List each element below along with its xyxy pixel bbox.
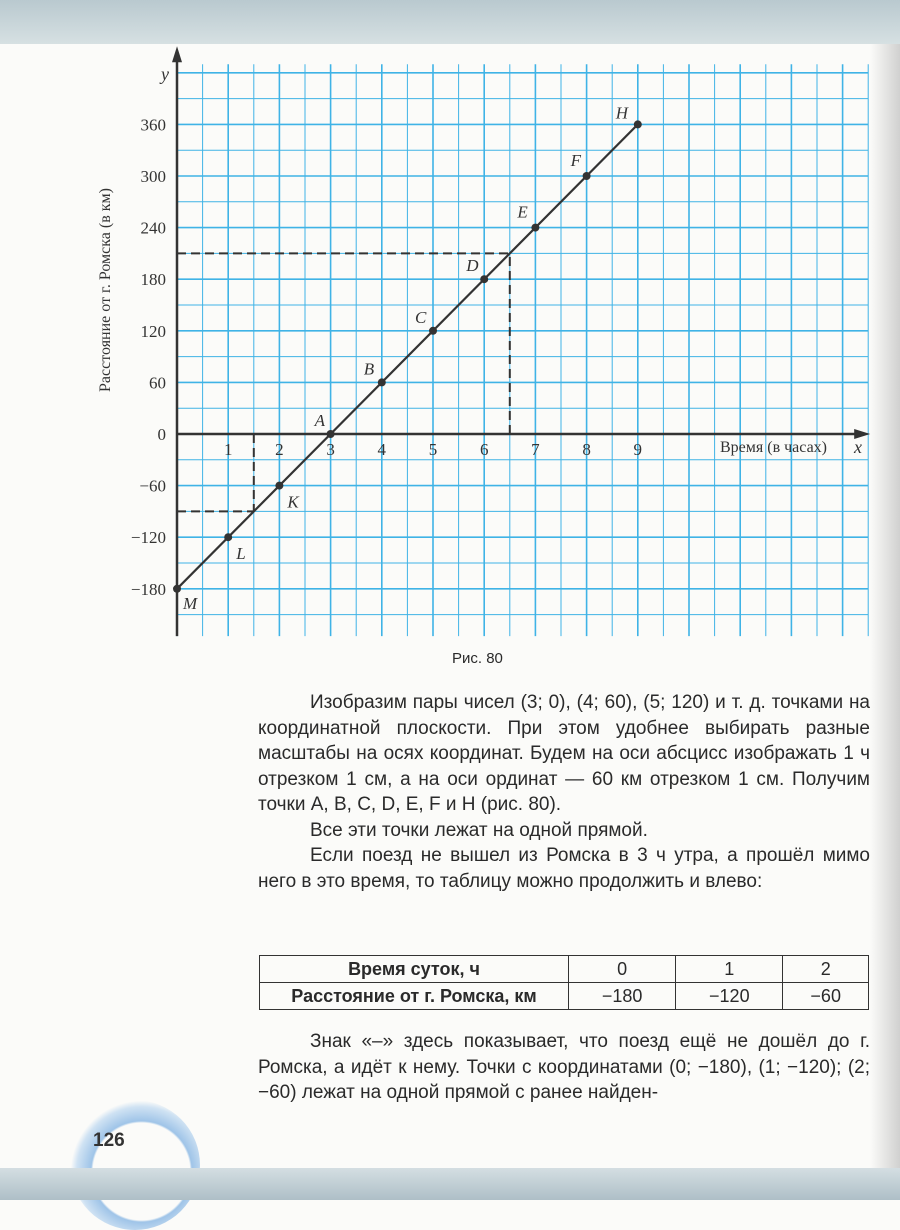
page-number: 126: [93, 1130, 125, 1151]
y-tick-label: −60: [139, 477, 166, 496]
paragraph: Изобразим пары чисел (3; 0), (4; 60), (5…: [258, 692, 870, 815]
point-label: D: [465, 256, 479, 275]
x-tick-label: 8: [582, 440, 591, 459]
x-tick-label: 5: [429, 440, 438, 459]
point-label: A: [314, 411, 326, 430]
graph-line: [176, 123, 639, 590]
page-bottom-band: [0, 1168, 900, 1200]
y-tick-label: 120: [141, 322, 167, 341]
point-label: E: [516, 203, 528, 222]
x-tick-label: 3: [326, 440, 335, 459]
point-label: C: [415, 308, 427, 327]
x-tick-label: 9: [634, 440, 643, 459]
table-header-cell: Расстояние от г. Ромска, км: [259, 982, 569, 1010]
y-tick-label: 300: [141, 167, 167, 186]
table-header-cell: Время суток, ч: [259, 955, 569, 983]
data-point: [480, 275, 489, 284]
x-tick-label: 1: [224, 440, 233, 459]
y-axis-arrow-icon: [172, 46, 182, 63]
table-cell: 0: [567, 955, 677, 983]
x-axis-label: Время (в часах): [720, 439, 827, 456]
data-point: [173, 584, 181, 593]
body-text: Изобразим пары чисел (3; 0), (4; 60), (5…: [258, 690, 870, 894]
data-point: [326, 430, 335, 438]
point-label: M: [182, 594, 198, 613]
graph-figure: M L K A B C D E F H 1 2 3 4 5 6 7 8 9 −180 −120 −60 0 60 120 180 2…: [97, 46, 871, 637]
y-axis-letter: y: [159, 64, 169, 84]
table-cell: 1: [675, 955, 784, 983]
table-cell: −120: [675, 982, 784, 1010]
data-point: [582, 172, 591, 180]
y-tick-label: 180: [141, 270, 167, 289]
y-tick-label: 360: [141, 115, 167, 134]
point-label: K: [286, 493, 300, 512]
page-top-band: [0, 0, 900, 44]
paragraph: Если поезд не вышел из Ромска в 3 ч утра…: [258, 845, 870, 892]
table-cell: −180: [567, 982, 677, 1010]
y-tick-label: 0: [158, 425, 167, 444]
x-axis-arrow-icon: [854, 429, 871, 439]
x-axis-letter: x: [853, 437, 862, 457]
data-point: [224, 533, 233, 542]
data-point: [429, 326, 437, 335]
y-tick-label: −180: [131, 580, 166, 599]
table-row: Время суток, ч 0 1 2: [259, 955, 869, 983]
paragraph: Знак «–» здесь показывает, что поезд ещё…: [258, 1031, 870, 1103]
data-table: Время суток, ч 0 1 2 Расстояние от г. Ро…: [259, 955, 869, 1010]
point-label: F: [570, 151, 582, 170]
data-point: [633, 120, 642, 129]
table-cell: −60: [782, 982, 869, 1010]
y-tick-label: −120: [131, 528, 166, 547]
page-number-decoration: [70, 1100, 200, 1230]
point-label: L: [235, 544, 245, 563]
body-text: Знак «–» здесь показывает, что поезд ещё…: [258, 1029, 870, 1106]
data-point: [275, 481, 284, 490]
point-label: B: [364, 359, 375, 378]
table-row: Расстояние от г. Ромска, км −180 −120 −6…: [259, 982, 869, 1010]
table-cell: 2: [782, 955, 869, 983]
data-point: [531, 223, 540, 232]
y-tick-label: 240: [141, 219, 167, 238]
x-tick-label: 2: [275, 440, 284, 459]
x-tick-label: 4: [378, 440, 387, 459]
y-axis-label: Расстояние от г. Ромска (в км): [97, 188, 114, 392]
point-label: H: [615, 103, 630, 122]
figure-caption: Рис. 80: [452, 650, 503, 667]
paragraph: Все эти точки лежат на одной прямой.: [310, 819, 648, 841]
x-tick-label: 7: [531, 440, 540, 459]
data-point: [377, 378, 386, 387]
y-tick-label: 60: [149, 373, 166, 392]
page-edge-shadow: [870, 44, 900, 1168]
x-tick-label: 6: [480, 440, 489, 459]
